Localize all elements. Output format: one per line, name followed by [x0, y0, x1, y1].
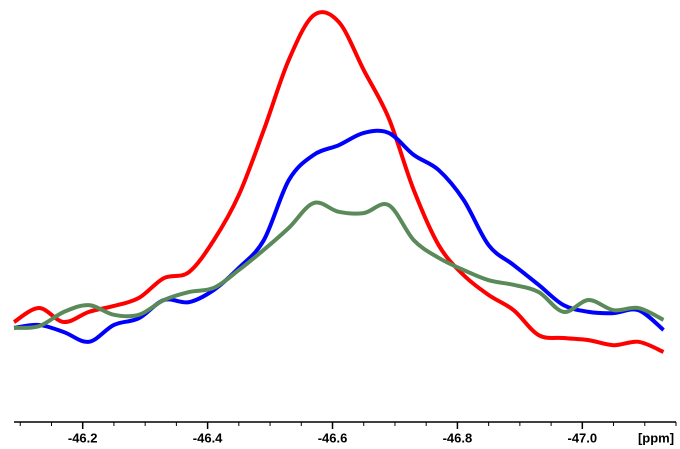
spectrum-line — [13, 128, 665, 344]
x-tick-label: -46.2 — [68, 430, 98, 445]
x-tick-label: -47.0 — [568, 430, 598, 445]
x-axis-label: [ppm] — [638, 430, 674, 445]
spectrum-line — [13, 200, 665, 330]
x-tick-label: -46.6 — [318, 430, 348, 445]
x-tick-label: -46.8 — [443, 430, 473, 445]
spectrum-line — [12, 10, 665, 354]
x-tick-label: -46.4 — [193, 430, 223, 445]
